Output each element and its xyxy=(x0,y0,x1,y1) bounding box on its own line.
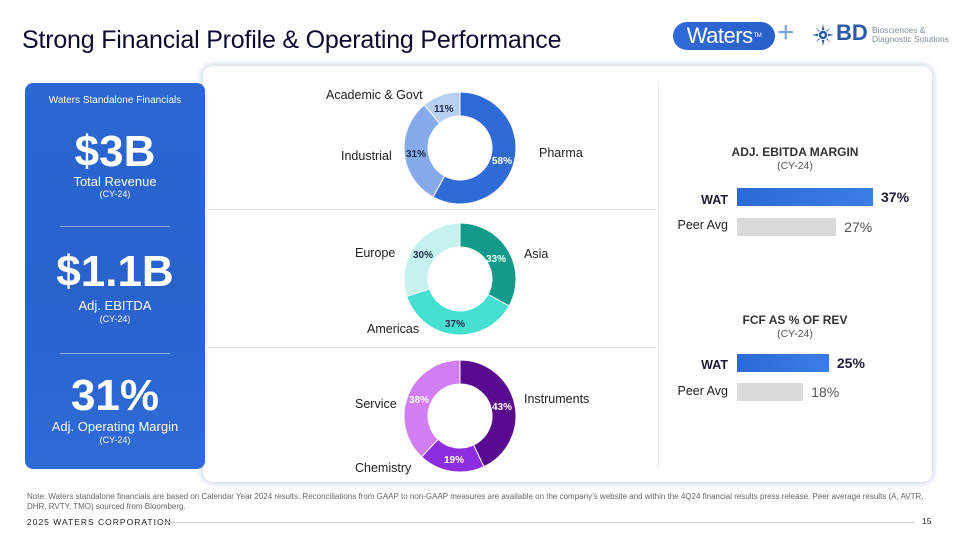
donut-label-americas: Americas xyxy=(367,322,420,336)
op-margin-value: 31% xyxy=(70,371,160,420)
ebitda-margin-title: ADJ. EBITDA MARGIN xyxy=(731,145,859,159)
waters-logo-text: Waters xyxy=(686,23,753,48)
panel-divider xyxy=(60,226,170,227)
bd-subtitle-line2: Diagnostic Solutions xyxy=(872,34,950,44)
donut-segment-instruments xyxy=(459,359,517,468)
pct-pharma: 58% xyxy=(492,156,513,167)
pct-asia: 33% xyxy=(486,254,507,265)
bar-value-peer-fcf: 18% xyxy=(811,384,840,400)
bar-label-peer: Peer Avg xyxy=(677,384,728,398)
section-divider xyxy=(207,347,657,348)
donut-label-europe: Europe xyxy=(355,246,396,260)
standalone-financials-panel: Waters Standalone Financials $3B Total R… xyxy=(25,83,205,469)
fcf-period: (CY-24) xyxy=(777,328,813,340)
ebitda-margin-period: (CY-24) xyxy=(777,160,813,172)
pct-europe: 30% xyxy=(413,250,434,261)
pct-industrial: 31% xyxy=(406,149,427,160)
bar-wat-fcf xyxy=(737,354,829,372)
bar-wat-ebitda xyxy=(737,188,873,206)
donut-label-service: Service xyxy=(355,397,397,411)
donut-segment-europe xyxy=(403,222,461,297)
bar-label-peer: Peer Avg xyxy=(677,218,728,232)
pct-chemistry: 19% xyxy=(444,455,465,466)
donut-segment-pharma xyxy=(432,91,517,205)
metrics-card xyxy=(203,66,932,482)
footer-company: 2025 WATERS CORPORATION xyxy=(27,517,172,527)
revenue-type-donut xyxy=(403,359,517,473)
pct-instruments: 43% xyxy=(492,402,513,413)
ebitda-period: (CY-24) xyxy=(99,314,131,324)
donut-segment-americas xyxy=(406,288,510,336)
plus-icon: + xyxy=(777,16,795,49)
footnote: Note: Waters standalone financials are b… xyxy=(27,492,924,511)
donut-segment-academic xyxy=(423,91,461,125)
donut-label-industrial: Industrial xyxy=(341,149,392,163)
page-title: Strong Financial Profile & Operating Per… xyxy=(22,26,562,54)
ebitda-label: Adj. EBITDA xyxy=(78,298,152,313)
revenue-value: $3B xyxy=(74,127,156,176)
revenue-period: (CY-24) xyxy=(99,189,131,199)
pct-americas: 37% xyxy=(445,319,466,330)
donut-label-pharma: Pharma xyxy=(539,146,583,160)
donut-label-academic: Academic & Govt xyxy=(326,88,423,102)
donut-segment-service xyxy=(403,359,461,458)
column-divider xyxy=(658,82,659,468)
geography-donut xyxy=(403,222,517,336)
bd-logo-text: BD xyxy=(836,20,868,45)
bar-label-wat: WAT xyxy=(701,193,728,207)
section-divider xyxy=(207,209,657,210)
footer-rule xyxy=(160,522,915,523)
pct-academic: 11% xyxy=(434,104,454,115)
trademark-mark: TM xyxy=(753,33,762,39)
ebitda-value: $1.1B xyxy=(56,247,174,296)
panel-heading: Waters Standalone Financials xyxy=(48,95,182,106)
bar-value-wat-ebitda: 37% xyxy=(881,189,910,205)
bar-value-wat-fcf: 25% xyxy=(836,355,865,371)
page-number: 15 xyxy=(922,516,932,526)
bd-logo-subtitle: Biosciences & Diagnostic Solutions xyxy=(872,26,949,44)
donut-label-asia: Asia xyxy=(524,247,549,261)
end-market-donut xyxy=(403,91,517,205)
op-margin-label: Adj. Operating Margin xyxy=(51,419,179,434)
bar-label-wat: WAT xyxy=(701,358,728,372)
bar-value-peer-ebitda: 27% xyxy=(844,219,873,235)
waters-logo: WatersTM xyxy=(673,22,775,50)
donut-label-chemistry: Chemistry xyxy=(355,461,412,475)
op-margin-period: (CY-24) xyxy=(99,435,131,445)
bd-starburst-icon xyxy=(812,24,834,46)
fcf-title: FCF AS % OF REV xyxy=(742,313,848,327)
pct-service: 38% xyxy=(409,395,430,406)
donut-label-instruments: Instruments xyxy=(524,392,590,406)
bar-peer-fcf xyxy=(737,383,804,401)
bar-peer-ebitda xyxy=(737,218,837,236)
revenue-label: Total Revenue xyxy=(73,174,157,189)
bd-subtitle-line1: Biosciences & xyxy=(872,25,926,35)
panel-divider xyxy=(60,353,170,354)
